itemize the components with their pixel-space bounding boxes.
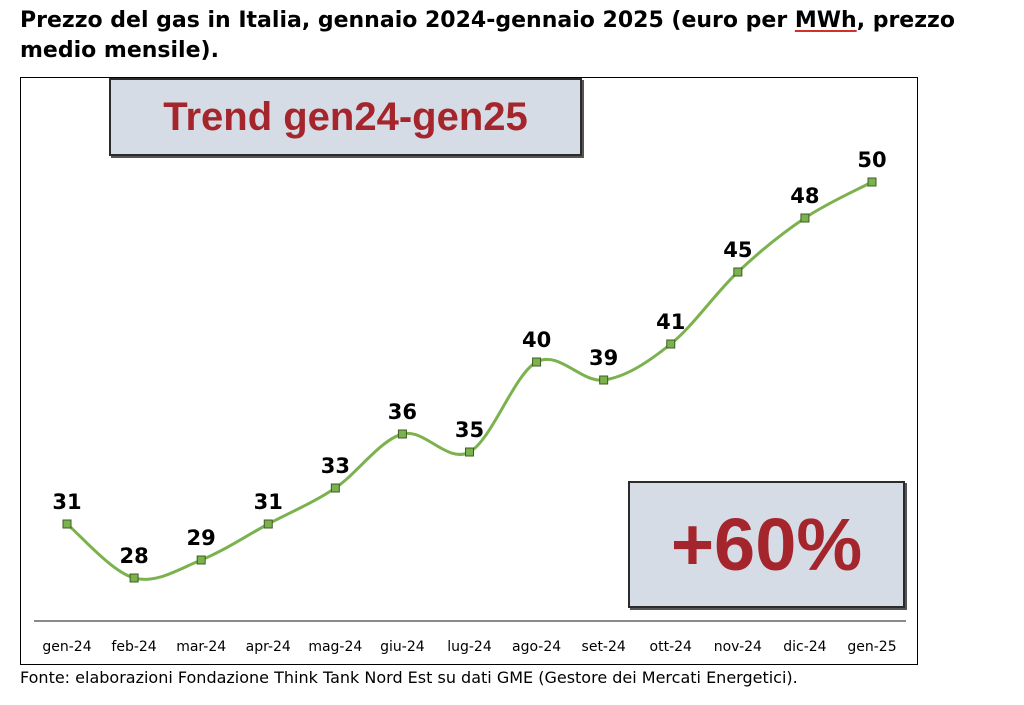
data-labels: 31 28 29 31 33 36 35 40 39 41 45 48 50 <box>52 148 886 568</box>
data-point-mar-24 <box>196 555 206 565</box>
title-unit-underlined: MWh <box>794 8 857 33</box>
data-label-mar-24: 29 <box>187 526 216 550</box>
data-point-apr-24 <box>263 519 273 529</box>
x-tick-label-mag-24: mag-24 <box>308 639 362 655</box>
chart-title: Prezzo del gas in Italia, gennaio 2024-g… <box>20 6 1020 66</box>
series-markers <box>62 177 877 583</box>
data-label-feb-24: 28 <box>119 544 148 568</box>
data-point-set-24 <box>599 375 609 385</box>
trend-label-text: Trend gen24-gen25 <box>163 94 528 139</box>
x-tick-label-giu-24: giu-24 <box>380 639 425 655</box>
data-label-gen-25: 50 <box>857 148 886 172</box>
data-label-apr-24: 31 <box>254 490 283 514</box>
percent-change-text: +60% <box>670 503 863 586</box>
data-label-gen-24: 31 <box>52 490 81 514</box>
x-tick-label-mar-24: mar-24 <box>176 639 226 655</box>
data-point-ago-24 <box>532 357 542 367</box>
data-point-ott-24 <box>666 339 676 349</box>
x-tick-label-ago-24: ago-24 <box>512 639 561 655</box>
data-label-giu-24: 36 <box>388 400 417 424</box>
data-label-set-24: 39 <box>589 346 618 370</box>
source-note: Fonte: elaborazioni Fondazione Think Tan… <box>20 668 798 687</box>
x-tick-label-gen-25: gen-25 <box>847 639 896 655</box>
data-point-giu-24 <box>397 429 407 439</box>
x-tick-label-lug-24: lug-24 <box>447 639 492 655</box>
x-tick-label-dic-24: dic-24 <box>783 639 826 655</box>
data-label-mag-24: 33 <box>321 454 350 478</box>
title-part-2: , prezzo medio mensile). <box>20 8 955 63</box>
data-point-lug-24 <box>465 447 474 457</box>
data-label-ott-24: 41 <box>656 310 685 334</box>
title-part-1: Prezzo del gas in Italia, gennaio 2024-g… <box>20 8 795 33</box>
data-point-nov-24 <box>733 267 743 277</box>
chart-frame <box>20 77 918 665</box>
data-point-gen-24 <box>62 519 72 529</box>
x-tick-label-set-24: set-24 <box>582 639 626 655</box>
data-label-ago-24: 40 <box>522 328 551 352</box>
x-tick-labels: gen-24 feb-24 mar-24 apr-24 mag-24 giu-24 lug-… <box>42 639 896 655</box>
data-point-mag-24 <box>330 483 340 493</box>
data-point-dic-24 <box>800 213 810 223</box>
data-label-lug-24: 35 <box>455 418 484 442</box>
x-tick-label-gen-24: gen-24 <box>42 639 91 655</box>
trend-label-box: Trend gen24-gen25 <box>109 78 582 156</box>
x-tick-label-feb-24: feb-24 <box>111 639 156 655</box>
data-label-nov-24: 45 <box>723 238 752 262</box>
x-tick-label-apr-24: apr-24 <box>246 639 291 655</box>
percent-change-box: +60% <box>628 481 905 608</box>
data-point-feb-24 <box>129 573 139 583</box>
x-tick-label-ott-24: ott-24 <box>650 639 693 655</box>
data-point-gen-25 <box>867 177 877 187</box>
x-tick-label-nov-24: nov-24 <box>714 639 762 655</box>
data-label-dic-24: 48 <box>790 184 819 208</box>
